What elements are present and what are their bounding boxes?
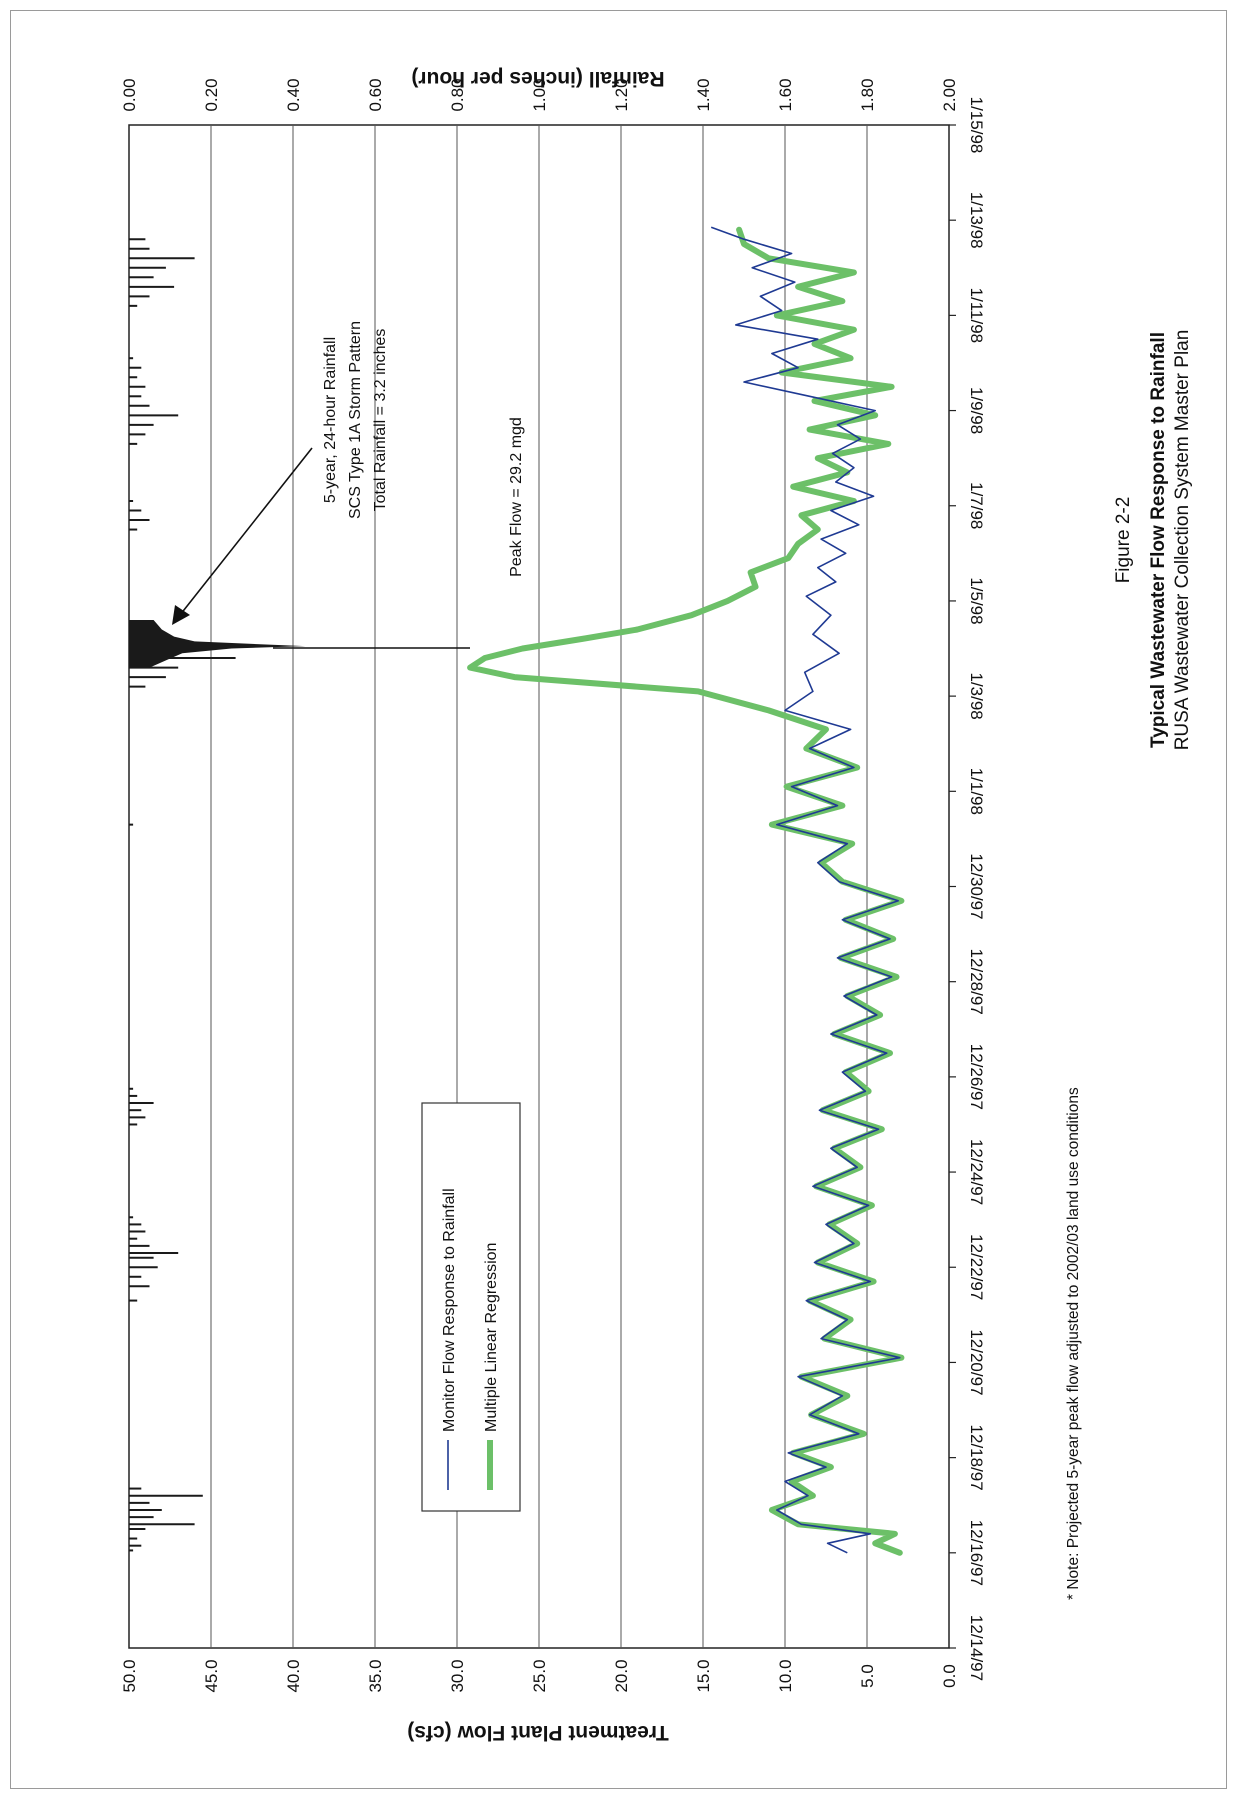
flow-axis-title: Treatment Plant Flow (cfs) xyxy=(407,1721,668,1744)
storm-annotation-line1: 5-year, 24-hour Rainfall xyxy=(322,337,339,503)
date-tick-label: 12/24/97 xyxy=(967,1139,986,1205)
date-tick-label: 1/7/98 xyxy=(967,482,986,529)
rainfall-tick-label: 0.40 xyxy=(284,78,303,111)
flow-tick-label: 15.0 xyxy=(694,1659,713,1692)
figure-title: Typical Wastewater Flow Response to Rain… xyxy=(1148,332,1169,748)
peak-flow-label: Peak Flow = 29.2 mgd xyxy=(508,417,525,577)
footnote: * Note: Projected 5-year peak flow adjus… xyxy=(1065,1087,1082,1600)
page-border xyxy=(10,10,1227,1789)
date-tick-label: 1/1/98 xyxy=(967,768,986,815)
storm-annotation-line2: SCS Type 1A Storm Pattern xyxy=(347,321,364,519)
rainfall-axis-title: Rainfall (inches per hour) xyxy=(411,67,664,90)
flow-tick-label: 25.0 xyxy=(530,1659,549,1692)
rainfall-bars xyxy=(129,238,306,1552)
date-tick-label: 12/22/97 xyxy=(967,1234,986,1300)
peak-flow-annotation: Peak Flow = 29.2 mgd xyxy=(273,417,525,649)
series-line-monitor xyxy=(710,226,901,1554)
flow-series xyxy=(467,226,905,1556)
date-tick-label: 12/18/97 xyxy=(967,1425,986,1491)
figure-subtitle: RUSA Wastewater Collection System Master… xyxy=(1172,330,1193,751)
series-line-regression xyxy=(467,226,905,1556)
legend-box xyxy=(421,1102,521,1512)
rainfall-tick-label: 0.80 xyxy=(448,78,467,111)
date-tick-label: 12/26/97 xyxy=(967,1044,986,1110)
rainfall-tick-label: 1.20 xyxy=(612,78,631,111)
legend-label-regression: Multiple Linear Regression xyxy=(483,1243,500,1432)
flow-tick-label: 20.0 xyxy=(612,1659,631,1692)
flow-tick-label: 35.0 xyxy=(366,1659,385,1692)
rainfall-axis-ticks: 0.00 0.20 0.40 0.60 0.80 1.00 1.20 1.40 1.60 1.80… xyxy=(120,78,959,111)
flow-tick-label: 50.0 xyxy=(120,1659,139,1692)
rainfall-tick-label: 1.80 xyxy=(858,78,877,111)
date-axis-ticks: 12/14/97 12/16/97 12/18/97 12/20/97 12/22/97… xyxy=(949,97,986,1681)
date-tick-label: 12/14/97 xyxy=(967,1615,986,1681)
rainfall-tick-label: 0.00 xyxy=(120,78,139,111)
storm-annotation: 5-year, 24-hour Rainfall SCS Type 1A Sto… xyxy=(172,321,389,625)
legend-label-monitor: Monitor Flow Response to Rainfall xyxy=(441,1188,458,1432)
date-tick-label: 1/9/98 xyxy=(967,387,986,434)
date-tick-label: 12/16/97 xyxy=(967,1520,986,1586)
arrowhead-icon xyxy=(172,605,190,625)
storm-annotation-line3: Total Rainfall = 3.2 inches xyxy=(372,329,389,512)
date-tick-label: 1/15/98 xyxy=(967,97,986,154)
rainfall-tick-label: 0.20 xyxy=(202,78,221,111)
legend: Monitor Flow Response to Rainfall Multip… xyxy=(421,1102,521,1512)
rainfall-tick-label: 2.00 xyxy=(940,78,959,111)
storm-hyetograph xyxy=(129,619,306,668)
date-tick-label: 1/11/98 xyxy=(967,288,986,343)
date-tick-label: 1/5/98 xyxy=(967,577,986,624)
date-tick-label: 1/13/98 xyxy=(967,192,986,249)
figure-label: Figure 2-2 xyxy=(1113,497,1134,584)
date-tick-label: 12/20/97 xyxy=(967,1329,986,1395)
rainfall-tick-label: 0.60 xyxy=(366,78,385,111)
date-tick-label: 12/28/97 xyxy=(967,949,986,1015)
rainfall-tick-label: 1.00 xyxy=(530,78,549,111)
storm-annotation-arrow xyxy=(179,447,313,616)
date-tick-label: 12/30/97 xyxy=(967,853,986,919)
flow-axis-ticks: 0.0 5.0 10.0 15.0 20.0 25.0 30.0 35.0 40.0 45.0 50… xyxy=(120,1659,959,1692)
flow-tick-label: 45.0 xyxy=(202,1659,221,1692)
rainfall-tick-label: 1.40 xyxy=(694,78,713,111)
flow-tick-label: 40.0 xyxy=(284,1659,303,1692)
date-tick-label: 1/3/98 xyxy=(967,672,986,719)
flow-tick-label: 30.0 xyxy=(448,1659,467,1692)
flow-tick-label: 10.0 xyxy=(776,1659,795,1692)
rainfall-tick-label: 1.60 xyxy=(776,78,795,111)
gridlines xyxy=(210,125,868,1648)
flow-tick-label: 0.0 xyxy=(940,1664,959,1688)
flow-tick-label: 5.0 xyxy=(858,1664,877,1688)
